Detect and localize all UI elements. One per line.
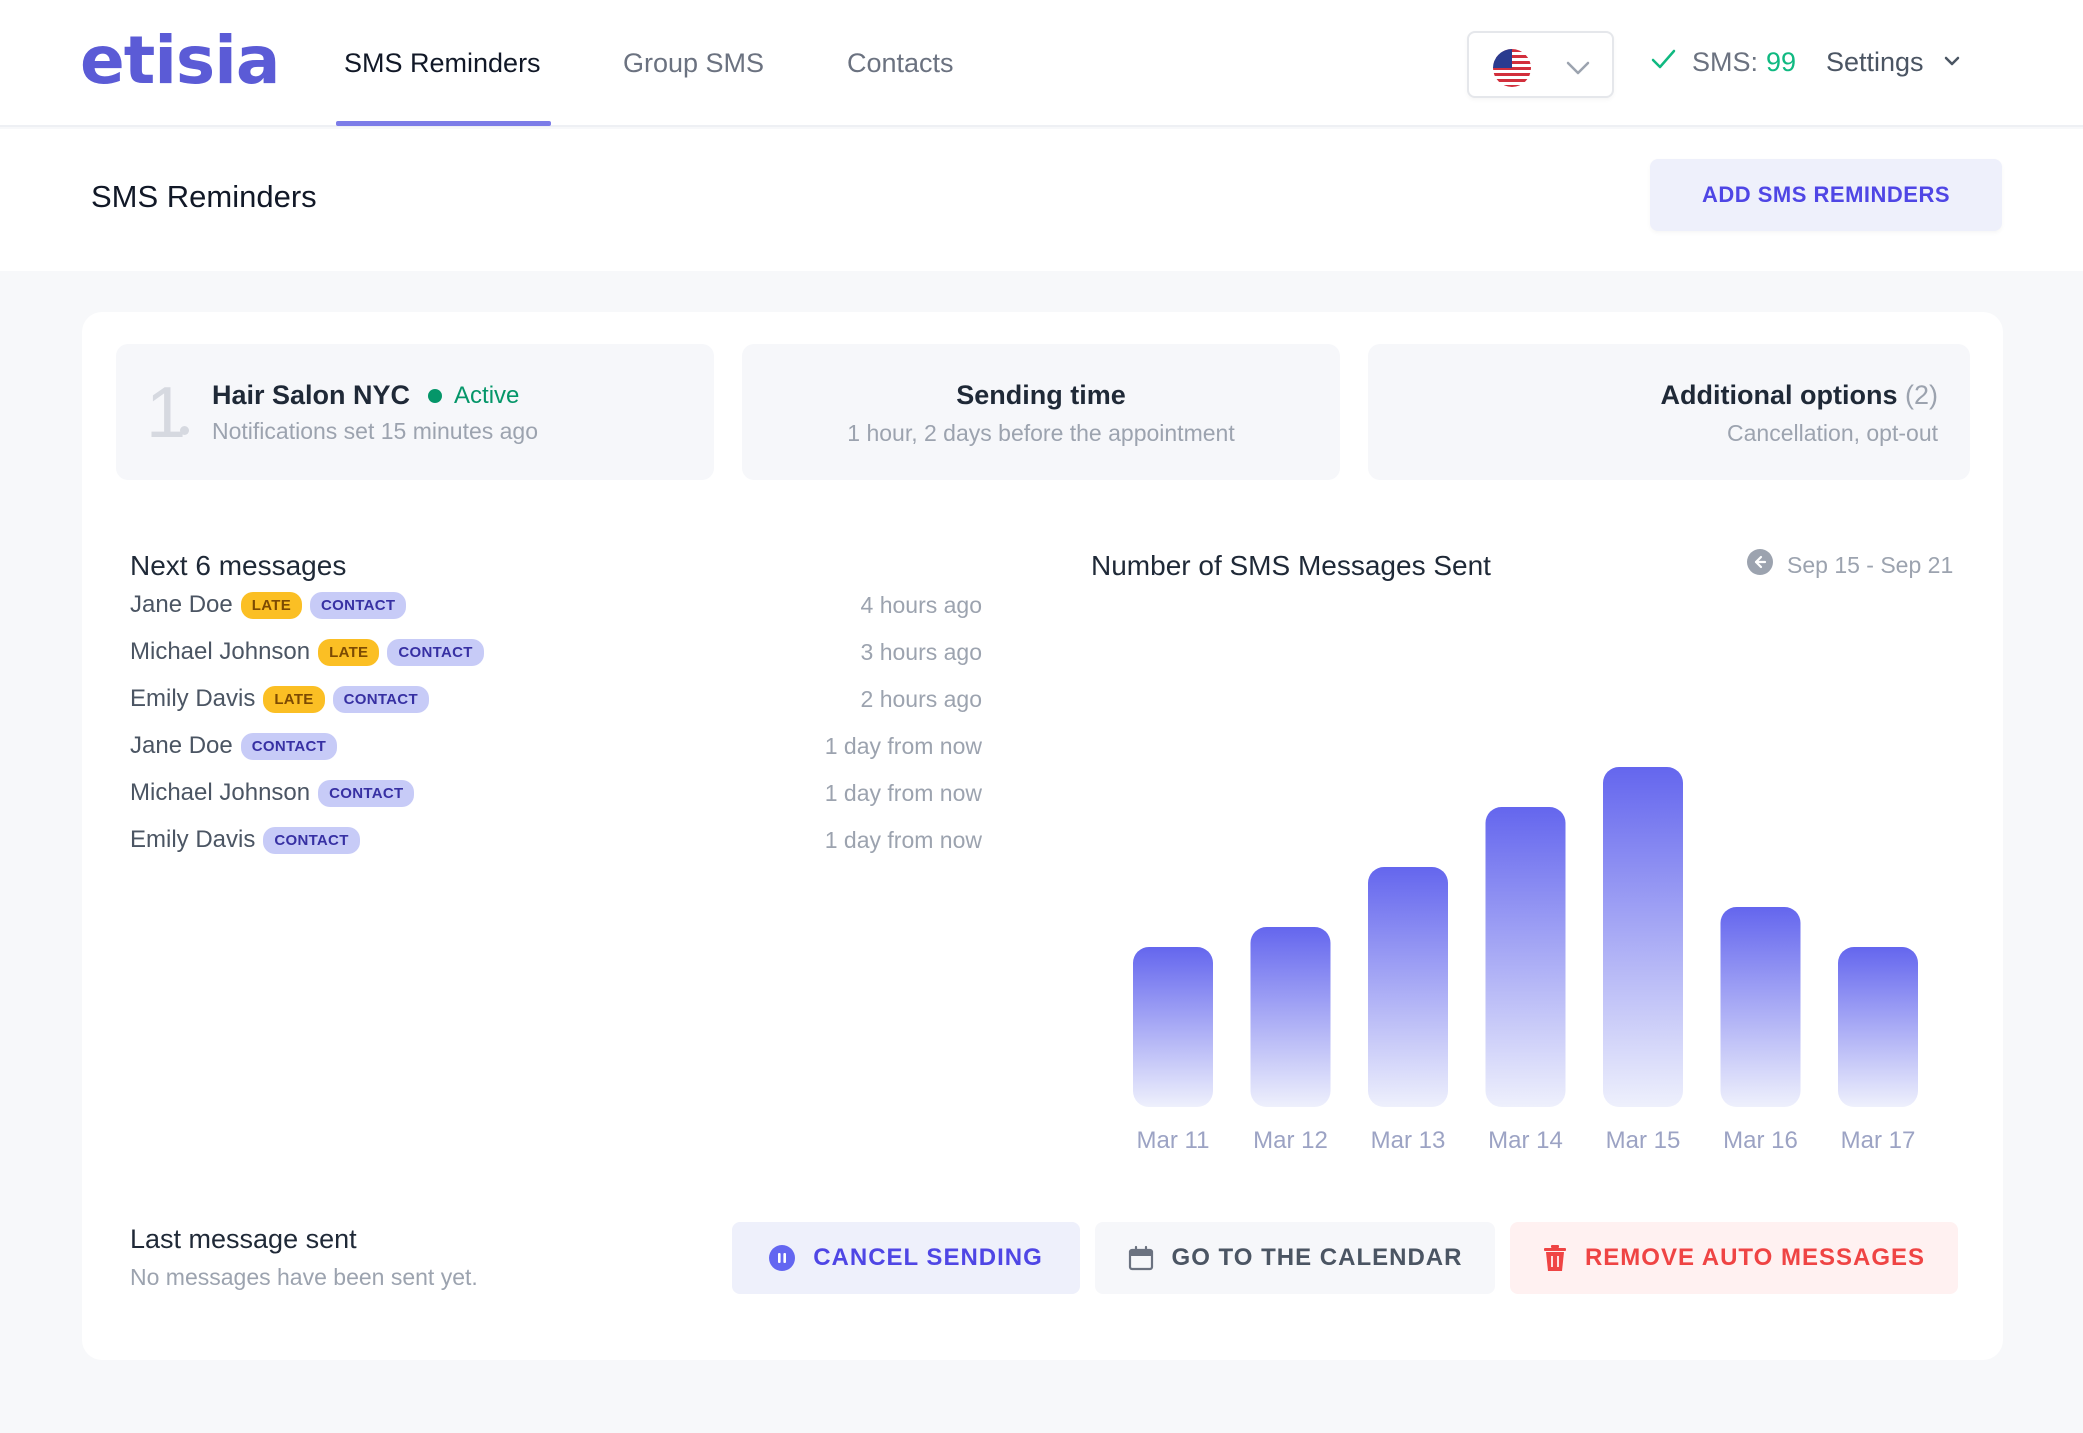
chart-bar[interactable]	[1603, 767, 1683, 1107]
contact-name: Jane Doe	[130, 591, 233, 618]
list-item[interactable]: Jane Doe LATE CONTACT 4 hours ago	[130, 585, 982, 625]
top-navigation: etisia SMS Reminders Group SMS Contacts	[0, 0, 2083, 127]
tab-contacts[interactable]: Contacts	[847, 48, 954, 78]
options-value: Cancellation, opt-out	[1727, 420, 1938, 446]
chevron-down-icon	[1942, 47, 1962, 78]
go-to-calendar-button[interactable]: GO TO THE CALENDAR	[1095, 1222, 1495, 1294]
x-tick-label: Mar 17	[1841, 1127, 1916, 1154]
last-message-subtitle: No messages have been sent yet.	[130, 1264, 478, 1290]
contact-name: Emily Davis	[130, 826, 256, 853]
chart-bar[interactable]	[1720, 907, 1801, 1107]
x-tick-label: Mar 14	[1488, 1127, 1563, 1154]
sending-time-box[interactable]: Sending time 1 hour, 2 days before the a…	[742, 344, 1340, 480]
contact-badge[interactable]: CONTACT	[332, 685, 429, 713]
sending-time-title: Sending time	[956, 380, 1126, 410]
page-title: SMS Reminders	[91, 179, 317, 214]
message-time: 1 day from now	[824, 732, 982, 759]
chart-bar[interactable]	[1133, 947, 1213, 1107]
options-title: Additional options	[1660, 380, 1898, 410]
message-time: 1 day from now	[824, 826, 982, 853]
active-tab-indicator	[336, 121, 551, 126]
reminder-name: Hair Salon NYC	[212, 380, 411, 410]
settings-label: Settings	[1826, 46, 1924, 77]
page-header: SMS Reminders ADD SMS REMINDERS	[0, 129, 2083, 271]
late-badge: LATE	[240, 591, 302, 619]
pause-icon	[769, 1245, 796, 1271]
remove-auto-messages-button[interactable]: REMOVE AUTO MESSAGES	[1510, 1222, 1958, 1294]
trash-icon	[1543, 1244, 1567, 1272]
chart-title: Number of SMS Messages Sent	[1091, 550, 1491, 581]
chart-bar[interactable]	[1485, 807, 1566, 1107]
contact-badge[interactable]: CONTACT	[318, 779, 415, 807]
list-item[interactable]: Jane Doe CONTACT 1 day from now	[130, 726, 982, 766]
list-item[interactable]: Emily Davis CONTACT 1 day from now	[130, 820, 982, 860]
tab-group-sms[interactable]: Group SMS	[623, 48, 765, 78]
logo[interactable]: etisia	[80, 22, 280, 99]
chevron-down-icon	[1563, 53, 1593, 88]
reminder-subtitle: Notifications set 15 minutes ago	[212, 418, 539, 444]
reminder-number: 1	[146, 373, 187, 453]
add-sms-reminders-button[interactable]: ADD SMS REMINDERS	[1650, 159, 2002, 231]
language-select[interactable]	[1467, 31, 1614, 98]
contact-name: Jane Doe	[130, 732, 233, 759]
contact-badge[interactable]: CONTACT	[240, 732, 338, 760]
arrow-left-circle-icon[interactable]	[1747, 549, 1773, 581]
list-item[interactable]: Emily Davis LATE CONTACT 2 hours ago	[130, 679, 982, 719]
chart-bar[interactable]	[1368, 867, 1448, 1107]
sending-time-value: 1 hour, 2 days before the appointment	[847, 420, 1235, 446]
options-count: (2)	[1905, 380, 1938, 410]
additional-options-box[interactable]: Additional options (2) Cancellation, opt…	[1368, 344, 1970, 480]
tab-sms-reminders[interactable]: SMS Reminders	[344, 48, 541, 78]
sms-bar-chart: Mar 11 Mar 12 Mar 13 Mar 14 Mar 15 Mar 16 Mar …	[1133, 767, 1918, 1154]
contact-badge[interactable]: CONTACT	[387, 638, 484, 666]
contact-badge[interactable]: CONTACT	[310, 591, 407, 619]
list-item[interactable]: Michael Johnson LATE CONTACT 3 hours ago	[130, 632, 982, 672]
x-tick-label: Mar 13	[1371, 1127, 1446, 1154]
message-time: 3 hours ago	[860, 638, 982, 665]
sms-credit: SMS: 99	[1648, 40, 1796, 84]
messages-title: Next 6 messages	[130, 550, 347, 581]
x-tick-label: Mar 12	[1253, 1127, 1328, 1154]
message-time: 1 day from now	[824, 779, 982, 806]
x-tick-label: Mar 15	[1606, 1127, 1681, 1154]
status-badge: Active	[454, 381, 520, 409]
sms-label: SMS:	[1692, 46, 1759, 77]
contact-badge[interactable]: CONTACT	[263, 826, 360, 854]
cancel-sending-button[interactable]: CANCEL SENDING	[732, 1222, 1080, 1294]
reminder-card: 1 Hair Salon NYC Active Notifications se…	[82, 312, 2003, 1360]
message-time: 4 hours ago	[860, 591, 982, 618]
remove-auto-messages-label: REMOVE AUTO MESSAGES	[1584, 1244, 1926, 1271]
us-flag-icon	[1493, 49, 1531, 87]
chart-bar[interactable]	[1838, 947, 1918, 1107]
x-tick-label: Mar 11	[1137, 1127, 1210, 1154]
reminder-summary[interactable]: 1 Hair Salon NYC Active Notifications se…	[116, 344, 714, 480]
go-to-calendar-label: GO TO THE CALENDAR	[1171, 1244, 1463, 1271]
number-dot	[180, 426, 189, 435]
late-badge: LATE	[318, 638, 380, 666]
settings-menu[interactable]: Settings	[1826, 40, 1962, 84]
additional-options-title: Additional options (2)	[1661, 380, 1938, 411]
reminder-title: Hair Salon NYC Active	[212, 380, 519, 411]
cancel-sending-label: CANCEL SENDING	[813, 1244, 1043, 1271]
chart-bar[interactable]	[1250, 927, 1331, 1107]
date-range-picker[interactable]: Sep 15 - Sep 21	[1747, 548, 1953, 582]
calendar-icon	[1128, 1245, 1154, 1271]
late-badge: LATE	[263, 685, 325, 713]
check-icon	[1648, 44, 1678, 81]
list-item[interactable]: Michael Johnson CONTACT 1 day from now	[130, 773, 982, 813]
date-range-label: Sep 15 - Sep 21	[1787, 551, 1954, 578]
x-tick-label: Mar 16	[1723, 1127, 1798, 1154]
sms-count: 99	[1766, 46, 1797, 77]
last-message-title: Last message sent	[130, 1224, 357, 1254]
contact-name: Emily Davis	[130, 685, 256, 712]
message-time: 2 hours ago	[860, 685, 982, 712]
contact-name: Michael Johnson	[130, 779, 311, 806]
contact-name: Michael Johnson	[130, 638, 311, 665]
status-dot-icon	[428, 388, 443, 403]
